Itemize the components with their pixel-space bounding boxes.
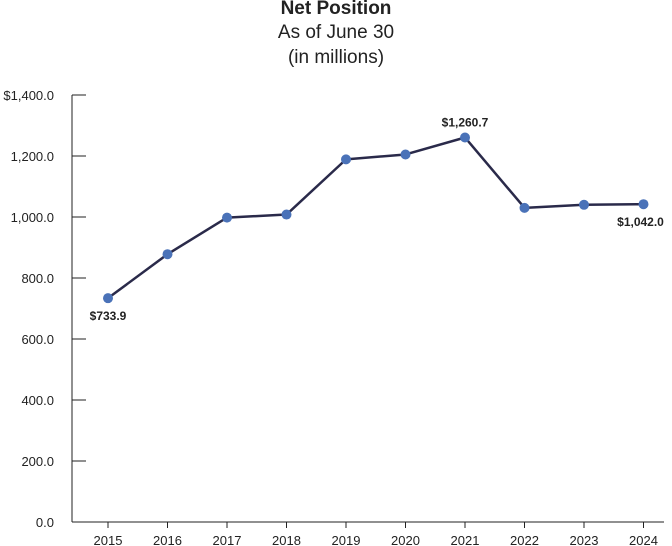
data-label-2021: $1,260.7	[442, 115, 489, 129]
x-tick-label-2015: 2015	[94, 533, 123, 546]
x-tick-label-2018: 2018	[272, 533, 301, 546]
x-tick-label-2022: 2022	[510, 533, 539, 546]
data-point-2019	[341, 154, 351, 165]
data-point-2021	[460, 132, 470, 143]
y-tick-label-4: 800.0	[21, 271, 54, 286]
data-point-2024	[638, 199, 649, 210]
data-point-2017	[222, 212, 232, 223]
chart-subtitle-line-1: As of June 30	[277, 22, 395, 43]
x-tick-label-2016: 2016	[153, 533, 182, 546]
chart-title: Net Position	[280, 0, 392, 19]
x-tick-label-2020: 2020	[391, 533, 420, 546]
y-tick-label-7: $1,400.0	[3, 88, 54, 103]
data-point-2023	[579, 199, 589, 210]
x-tick-label-2019: 2019	[332, 533, 361, 546]
chart-title-block: Net Position As of June 30 (in millions)	[0, 0, 672, 70]
x-tick-label-2021: 2021	[451, 533, 480, 546]
y-tick-label-6: 1,200.0	[11, 149, 54, 164]
data-point-2022	[519, 202, 530, 213]
data-label-2024: $1,042.0	[617, 215, 664, 229]
data-point-2016	[162, 249, 173, 260]
data-label-2015: $733.9	[90, 309, 127, 323]
y-tick-label-2: 400.0	[21, 393, 54, 408]
chart-subtitle-line-2: (in millions)	[287, 47, 385, 68]
y-tick-label-1: 200.0	[21, 454, 54, 469]
data-point-2020	[400, 149, 411, 160]
y-tick-label-0: 0.0	[36, 515, 54, 530]
series-line	[107, 136, 644, 300]
data-point-2015	[103, 293, 113, 304]
data-point-2018	[281, 209, 292, 220]
y-tick-label-3: 600.0	[21, 332, 54, 347]
x-tick-label-2017: 2017	[213, 533, 242, 546]
y-tick-label-5: 1,000.0	[11, 210, 54, 225]
x-tick-label-2023: 2023	[570, 533, 599, 546]
x-tick-label-2024: 2024	[629, 533, 658, 546]
